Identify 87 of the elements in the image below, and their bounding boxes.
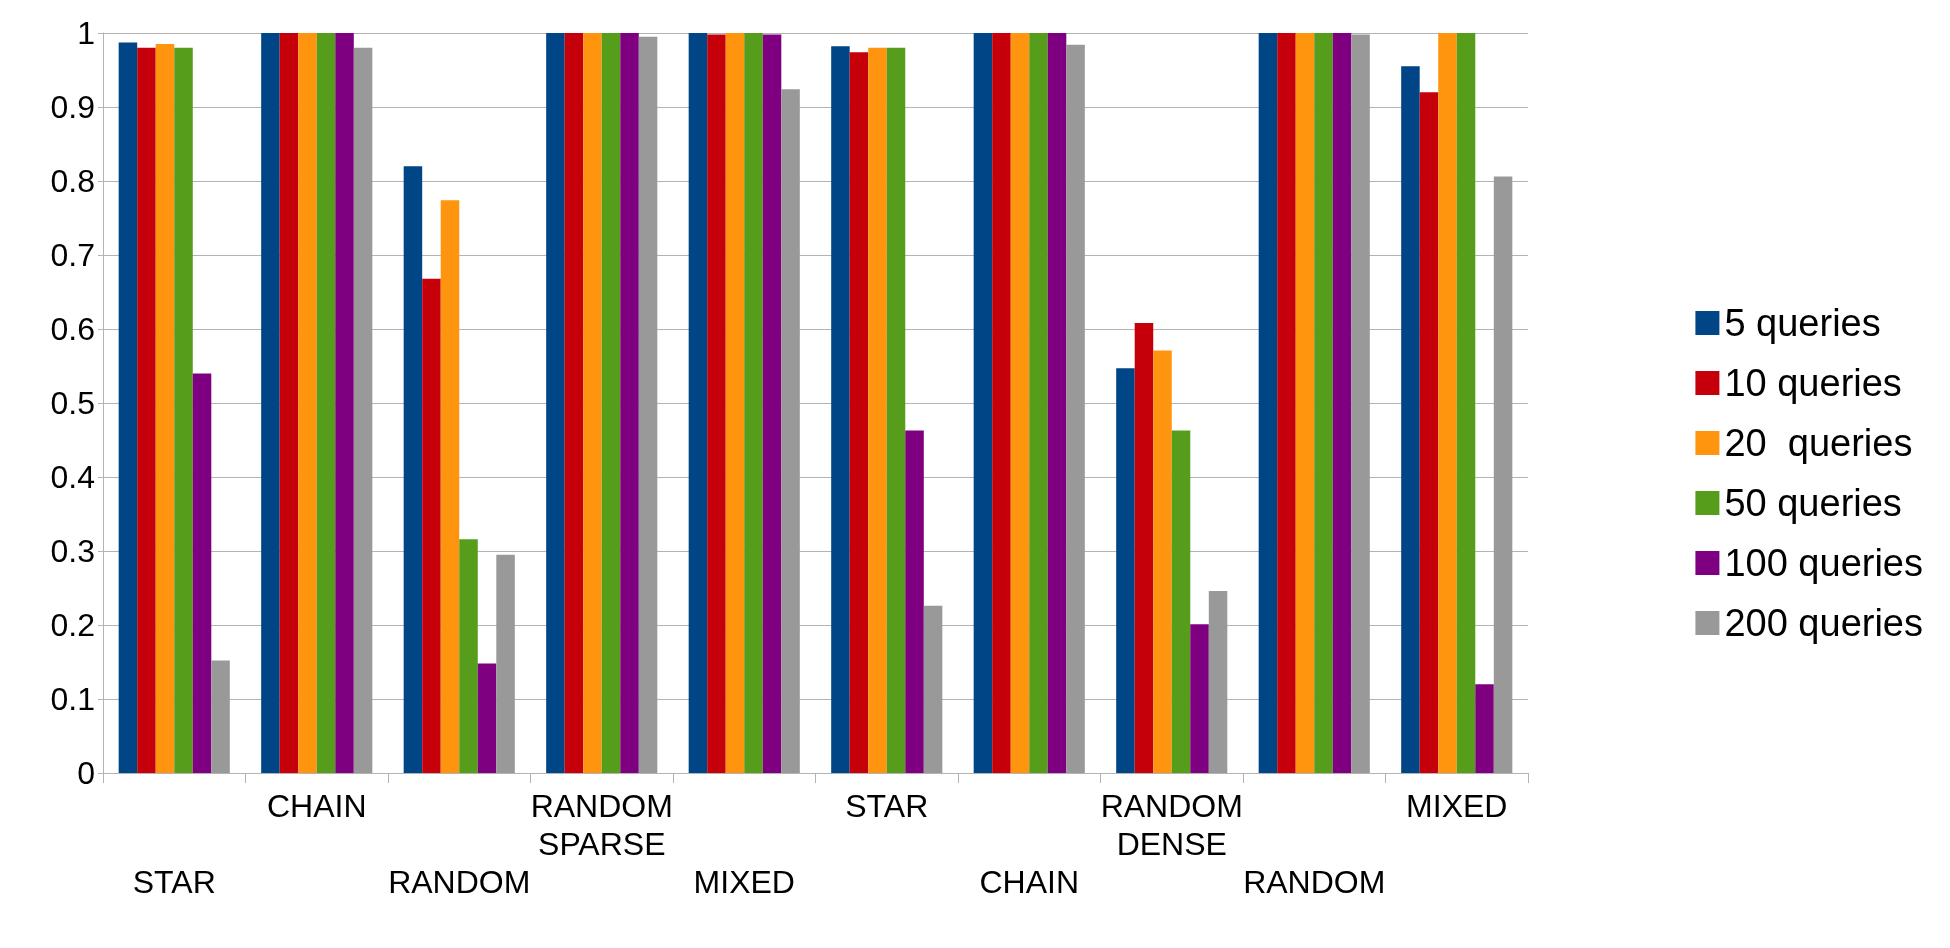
bar [353,47,373,773]
x-tick-label: STAR [132,864,216,900]
x-tick-label: CHAIN [979,864,1080,900]
legend-label: 20 queries [1724,422,1913,464]
y-tick-label: 1 [77,15,95,51]
bar [781,89,800,773]
y-tick-label: 0 [77,755,95,791]
bar [422,278,441,773]
bar [440,200,460,773]
x-tick-label: RANDOM SPARSE [530,788,673,862]
bar [1066,44,1085,773]
y-tick-label: 0.5 [50,385,95,421]
bar [174,47,193,773]
bar [1295,33,1315,773]
bar [1493,176,1513,773]
x-tick-label: MIXED [693,864,795,900]
x-tick-label: RANDOM [1243,864,1386,900]
bar [211,660,230,773]
legend-label: 5 queries [1724,302,1881,344]
x-tick-label: STAR [845,788,929,824]
x-tick-label: RANDOM [388,864,531,900]
bar [886,47,906,773]
bar [564,33,584,773]
bar [905,430,924,773]
bar [1047,33,1067,773]
bar [118,42,138,773]
bar [1171,430,1191,773]
bar [620,33,639,773]
y-tick-label: 0.6 [50,311,95,347]
bar [1116,368,1135,773]
bar [849,52,869,773]
x-tick-label: CHAIN [266,788,367,824]
bar [316,33,336,773]
bar [279,33,299,773]
y-tick-label: 0.8 [50,163,95,199]
bar [601,33,621,773]
bar [261,33,280,773]
bar [688,33,708,773]
bar [725,33,745,773]
bar [546,33,565,773]
bar [1332,33,1352,773]
bar [298,33,317,773]
bar [707,34,726,773]
bar [403,166,423,773]
bar [762,34,782,773]
bar [192,373,212,773]
bar [583,33,602,773]
bar [1438,33,1457,773]
bar [868,47,887,773]
bar [923,605,943,773]
bar [137,47,156,773]
bar [638,36,658,773]
bar [1010,33,1030,773]
bar [477,663,497,773]
bar [973,33,993,773]
bar [1190,624,1209,773]
bar [1475,684,1494,773]
x-tick-label: RANDOM DENSE [1100,788,1243,862]
bar [1153,350,1172,773]
bar [992,33,1011,773]
bar [1277,33,1296,773]
bar [1419,92,1439,773]
y-tick-label: 0.1 [50,681,95,717]
bar [744,33,763,773]
bar [1401,66,1420,773]
bar [1208,590,1228,773]
x-tick-label: MIXED [1406,788,1508,824]
bar [459,539,478,773]
legend-label: 50 queries [1724,482,1902,524]
legend-label: 200 queries [1724,602,1923,644]
bar [1134,323,1154,773]
bar [1314,33,1333,773]
bar [1258,33,1278,773]
y-tick-label: 0.4 [50,459,95,495]
bar [1029,33,1048,773]
bar [335,33,354,773]
y-tick-label: 0.3 [50,533,95,569]
legend-label: 10 queries [1724,362,1902,404]
bar [155,44,175,773]
legend-label: 100 queries [1724,542,1923,584]
y-tick-label: 0.7 [50,237,95,273]
bar [1351,34,1370,773]
y-tick-label: 0.2 [50,607,95,643]
bar [496,554,515,773]
bar [1456,33,1476,773]
bar [831,46,850,773]
y-tick-label: 0.9 [50,89,95,125]
